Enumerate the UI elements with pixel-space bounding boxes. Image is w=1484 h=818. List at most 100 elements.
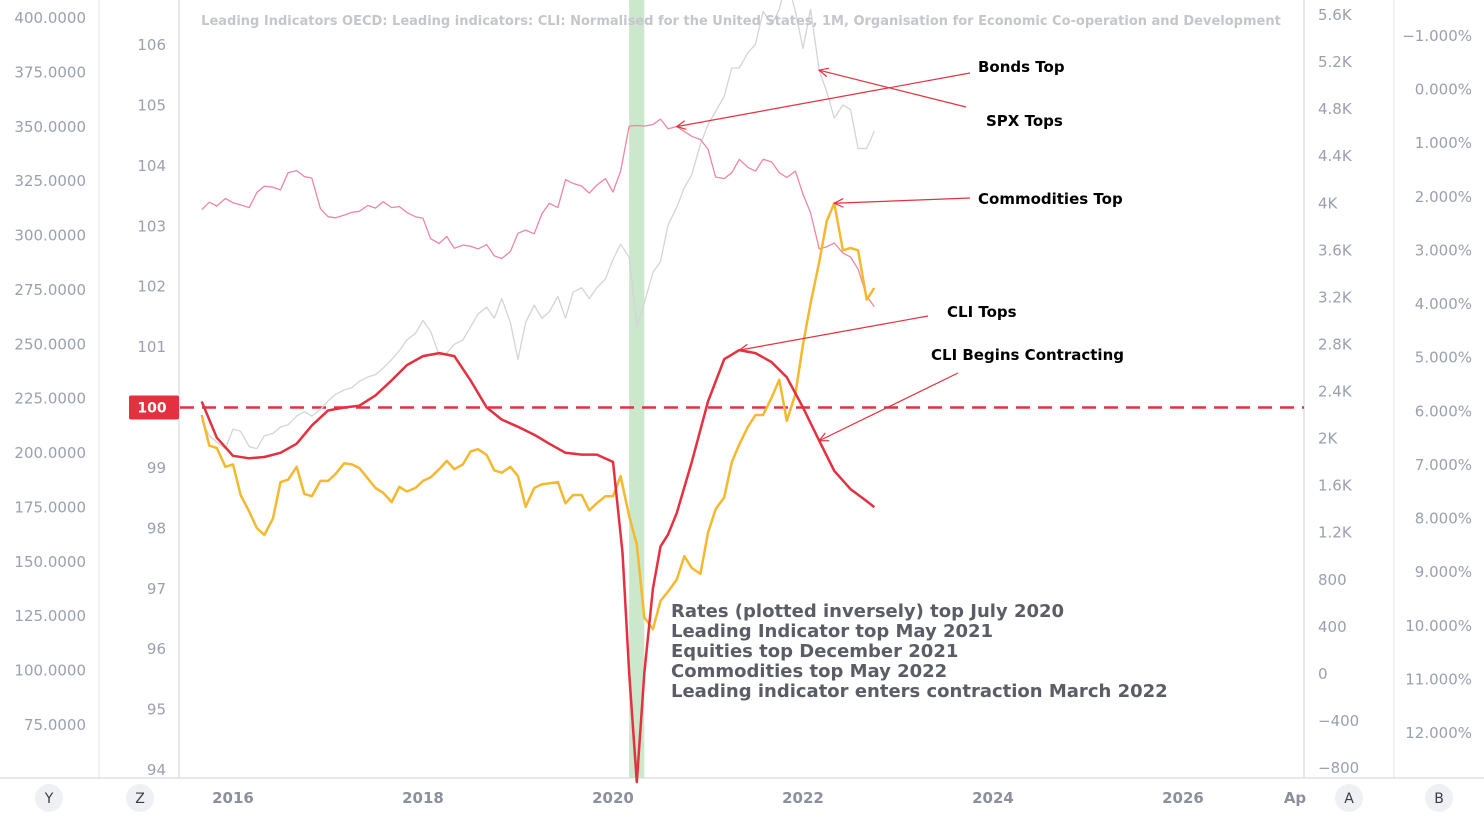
right-inner-tick-label: 5.2K xyxy=(1318,53,1353,71)
annotation-commodities-top: Commodities Top xyxy=(978,190,1123,208)
annotation-arrow-head xyxy=(832,198,844,208)
annotation-spx-tops: SPX Tops xyxy=(986,112,1063,130)
right-inner-tick-label: 4K xyxy=(1318,194,1339,212)
annotation-arrow-head xyxy=(817,432,830,442)
right-inner-tick-label: 3.2K xyxy=(1318,288,1353,306)
right-inner-axis: 5.6K 5.2K 4.8K 4.4K 4K 3.6K 3.2K 2.8K 2.4K 2K 1.6K… xyxy=(1318,6,1359,777)
scale-y-button[interactable]: Y xyxy=(35,784,63,812)
left-inner-tick-label: 94 xyxy=(147,761,166,779)
right-inner-tick-label: 2.4K xyxy=(1318,383,1353,401)
annotation-arrows xyxy=(675,67,971,442)
left-inner-tick-label: 95 xyxy=(147,701,166,719)
scale-y-label: Y xyxy=(44,791,54,807)
annotation-cli-tops: CLI Tops xyxy=(947,303,1017,321)
scale-z-button[interactable]: Z xyxy=(126,784,154,812)
left-outer-tick-label: 350.0000 xyxy=(14,118,86,136)
right-outer-tick-label: 10.000% xyxy=(1405,617,1472,635)
rates-series-line xyxy=(201,118,875,308)
panel-borders xyxy=(0,0,1484,779)
scale-buttons: Y Z A B xyxy=(35,784,1453,812)
right-outer-tick-label: 8.000% xyxy=(1415,510,1472,528)
left-outer-tick-label: 400.0000 xyxy=(14,9,86,27)
scale-a-button[interactable]: A xyxy=(1335,784,1363,812)
right-inner-tick-label: 1.6K xyxy=(1318,477,1353,495)
left-inner-tick-label: 96 xyxy=(147,640,166,658)
annotation-arrow-line xyxy=(818,372,959,442)
x-tick-label: 2022 xyxy=(782,789,824,807)
x-tick-label: 2016 xyxy=(212,789,254,807)
annotation-arrow-line xyxy=(819,69,967,108)
right-inner-tick-label: 1.2K xyxy=(1318,524,1353,542)
scale-b-button[interactable]: B xyxy=(1425,784,1453,812)
cli-series-line xyxy=(200,348,876,784)
left-outer-tick-label: 375.0000 xyxy=(14,63,86,81)
right-outer-tick-label: 2.000% xyxy=(1415,188,1472,206)
right-outer-tick-label: 11.000% xyxy=(1405,670,1472,688)
note-line: Leading Indicator top May 2021 xyxy=(671,621,993,642)
right-inner-tick-label: 400 xyxy=(1318,618,1347,636)
x-tick-label: 2024 xyxy=(972,789,1014,807)
right-inner-tick-label: −800 xyxy=(1318,759,1359,777)
reference-badge-label: 100 xyxy=(137,401,166,417)
note-line: Leading indicator enters contraction Mar… xyxy=(671,681,1168,702)
left-outer-tick-label: 200.0000 xyxy=(14,444,86,462)
equities-series-line xyxy=(201,0,875,450)
left-outer-tick-label: 225.0000 xyxy=(14,390,86,408)
right-outer-tick-label: 1.000% xyxy=(1415,134,1472,152)
left-outer-axis: 400.0000 375.0000 350.0000 325.0000 300.0000… xyxy=(14,9,86,734)
annotation-arrow-head xyxy=(737,343,750,354)
right-inner-tick-label: 4.8K xyxy=(1318,100,1353,118)
right-inner-tick-label: 0 xyxy=(1318,665,1328,683)
right-outer-tick-label: 4.000% xyxy=(1415,295,1472,313)
left-inner-axis: 106 105 104 103 102 101 99 98 97 96 95 94 xyxy=(137,36,166,779)
x-tick-label: 2026 xyxy=(1162,789,1204,807)
left-outer-tick-label: 275.0000 xyxy=(14,281,86,299)
left-outer-tick-label: 300.0000 xyxy=(14,227,86,245)
right-inner-tick-label: −400 xyxy=(1318,712,1359,730)
left-outer-tick-label: 175.0000 xyxy=(14,498,86,516)
left-outer-tick-label: 100.0000 xyxy=(14,662,86,680)
x-tick-label: 2018 xyxy=(402,789,444,807)
right-outer-tick-label: 7.000% xyxy=(1415,456,1472,474)
right-inner-tick-label: 5.6K xyxy=(1318,6,1353,24)
right-outer-axis: −1.000% 0.000% 1.000% 2.000% 3.000% 4.000% 5.0… xyxy=(1402,27,1472,742)
scale-a-label: A xyxy=(1344,791,1354,807)
note-line: Rates (plotted inversely) top July 2020 xyxy=(671,601,1064,622)
right-outer-tick-label: 5.000% xyxy=(1415,349,1472,367)
left-inner-tick-label: 104 xyxy=(137,157,166,175)
left-outer-tick-label: 150.0000 xyxy=(14,553,86,571)
left-outer-tick-label: 75.0000 xyxy=(24,716,86,734)
annotation-arrow-head xyxy=(817,67,830,78)
right-outer-tick-label: 3.000% xyxy=(1415,241,1472,259)
right-inner-tick-label: 4.4K xyxy=(1318,147,1353,165)
left-inner-tick-label: 103 xyxy=(137,217,166,235)
annotation-arrow-line xyxy=(676,72,971,128)
right-inner-tick-label: 2.8K xyxy=(1318,335,1353,353)
left-inner-tick-label: 98 xyxy=(147,519,166,537)
annotations: Bonds Top SPX Tops Commodities Top CLI T… xyxy=(931,58,1124,364)
annotation-arrow-head xyxy=(675,120,687,130)
right-outer-tick-label: 12.000% xyxy=(1405,724,1472,742)
left-inner-tick-label: 101 xyxy=(137,338,166,356)
series-layer xyxy=(200,0,876,784)
right-inner-tick-label: 800 xyxy=(1318,571,1347,589)
right-outer-tick-label: 9.000% xyxy=(1415,563,1472,581)
notes-block: Rates (plotted inversely) top July 2020 … xyxy=(671,601,1168,702)
commodities-series-line xyxy=(200,202,876,631)
right-outer-tick-label: −1.000% xyxy=(1402,27,1472,45)
left-inner-tick-label: 102 xyxy=(137,278,166,296)
left-outer-tick-label: 250.0000 xyxy=(14,335,86,353)
note-line: Commodities top May 2022 xyxy=(671,661,947,682)
annotation-arrow-line xyxy=(739,315,929,351)
annotation-cli-begins-contracting: CLI Begins Contracting xyxy=(931,346,1124,364)
note-line: Equities top December 2021 xyxy=(671,641,958,662)
left-inner-tick-label: 106 xyxy=(137,36,166,54)
left-outer-tick-label: 125.0000 xyxy=(14,607,86,625)
left-inner-tick-label: 99 xyxy=(147,459,166,477)
chart-title: Leading Indicators OECD: Leading indicat… xyxy=(201,14,1281,29)
left-inner-tick-label: 97 xyxy=(147,580,166,598)
shaded-period xyxy=(629,0,645,778)
x-tick-label: 2020 xyxy=(592,789,634,807)
scale-b-label: B xyxy=(1434,791,1444,807)
